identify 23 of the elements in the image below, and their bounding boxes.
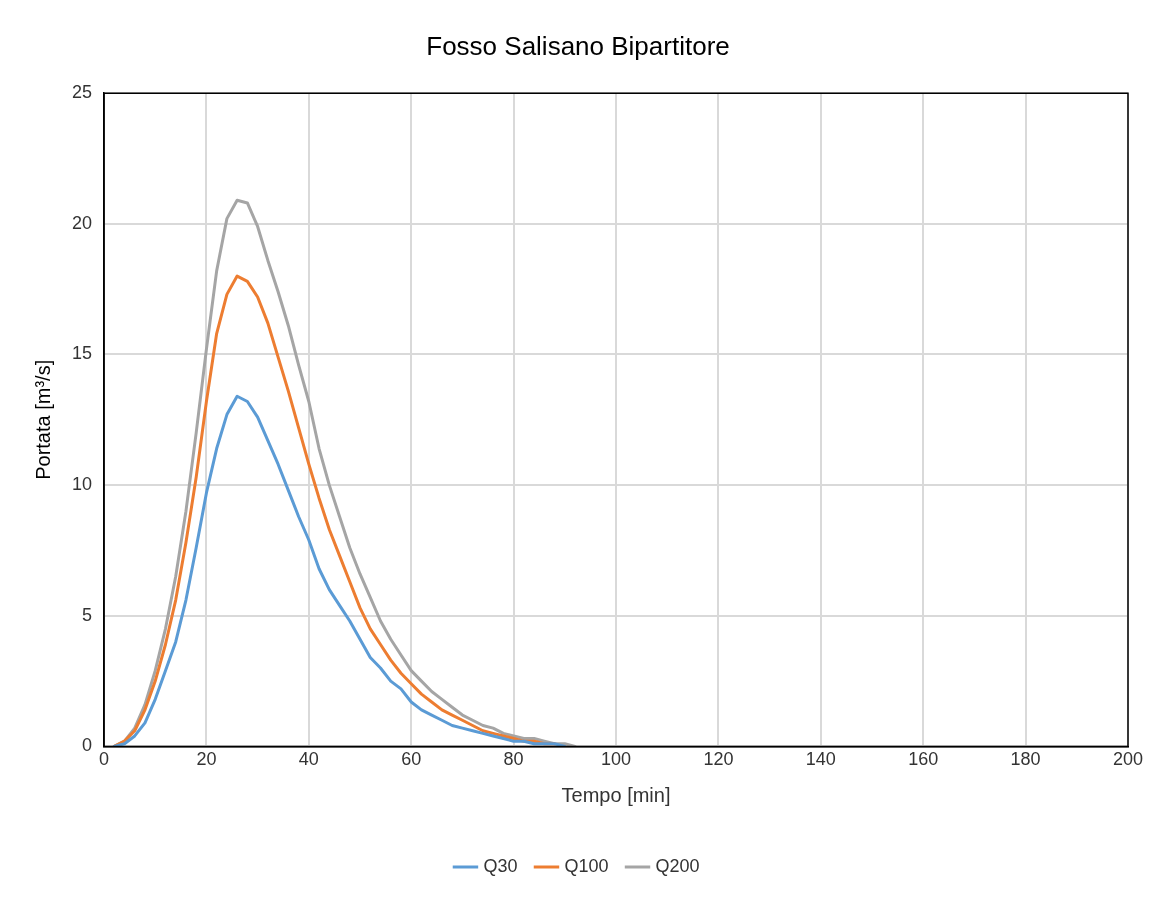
- legend-label: Q200: [655, 855, 700, 876]
- x-tick-label: 0: [99, 749, 110, 770]
- x-tick-label: 80: [503, 749, 524, 770]
- x-tick-label: 60: [401, 749, 422, 770]
- y-tick-label: 10: [71, 474, 93, 495]
- x-tick-label: 20: [196, 749, 217, 770]
- y-tick-label: 5: [82, 604, 93, 625]
- x-tick-label: 40: [298, 749, 319, 770]
- x-tick-label: 140: [805, 749, 836, 770]
- x-tick-label: 200: [1112, 749, 1144, 770]
- y-tick-label: 0: [82, 735, 93, 756]
- x-tick-label: 160: [908, 749, 939, 770]
- x-tick-label: 100: [600, 749, 632, 770]
- y-axis-title: Portata [m³/s]: [31, 359, 54, 480]
- x-axis-title: Tempo [min]: [561, 783, 671, 806]
- y-tick-label: 20: [71, 212, 93, 233]
- chart-title: Fosso Salisano Bipartitore: [426, 30, 730, 61]
- legend-label: Q30: [483, 855, 518, 876]
- legend-label: Q100: [564, 855, 609, 876]
- x-tick-label: 180: [1010, 749, 1041, 770]
- y-tick-label: 25: [71, 82, 93, 103]
- y-tick-label: 15: [71, 343, 93, 364]
- x-tick-label: 120: [703, 749, 734, 770]
